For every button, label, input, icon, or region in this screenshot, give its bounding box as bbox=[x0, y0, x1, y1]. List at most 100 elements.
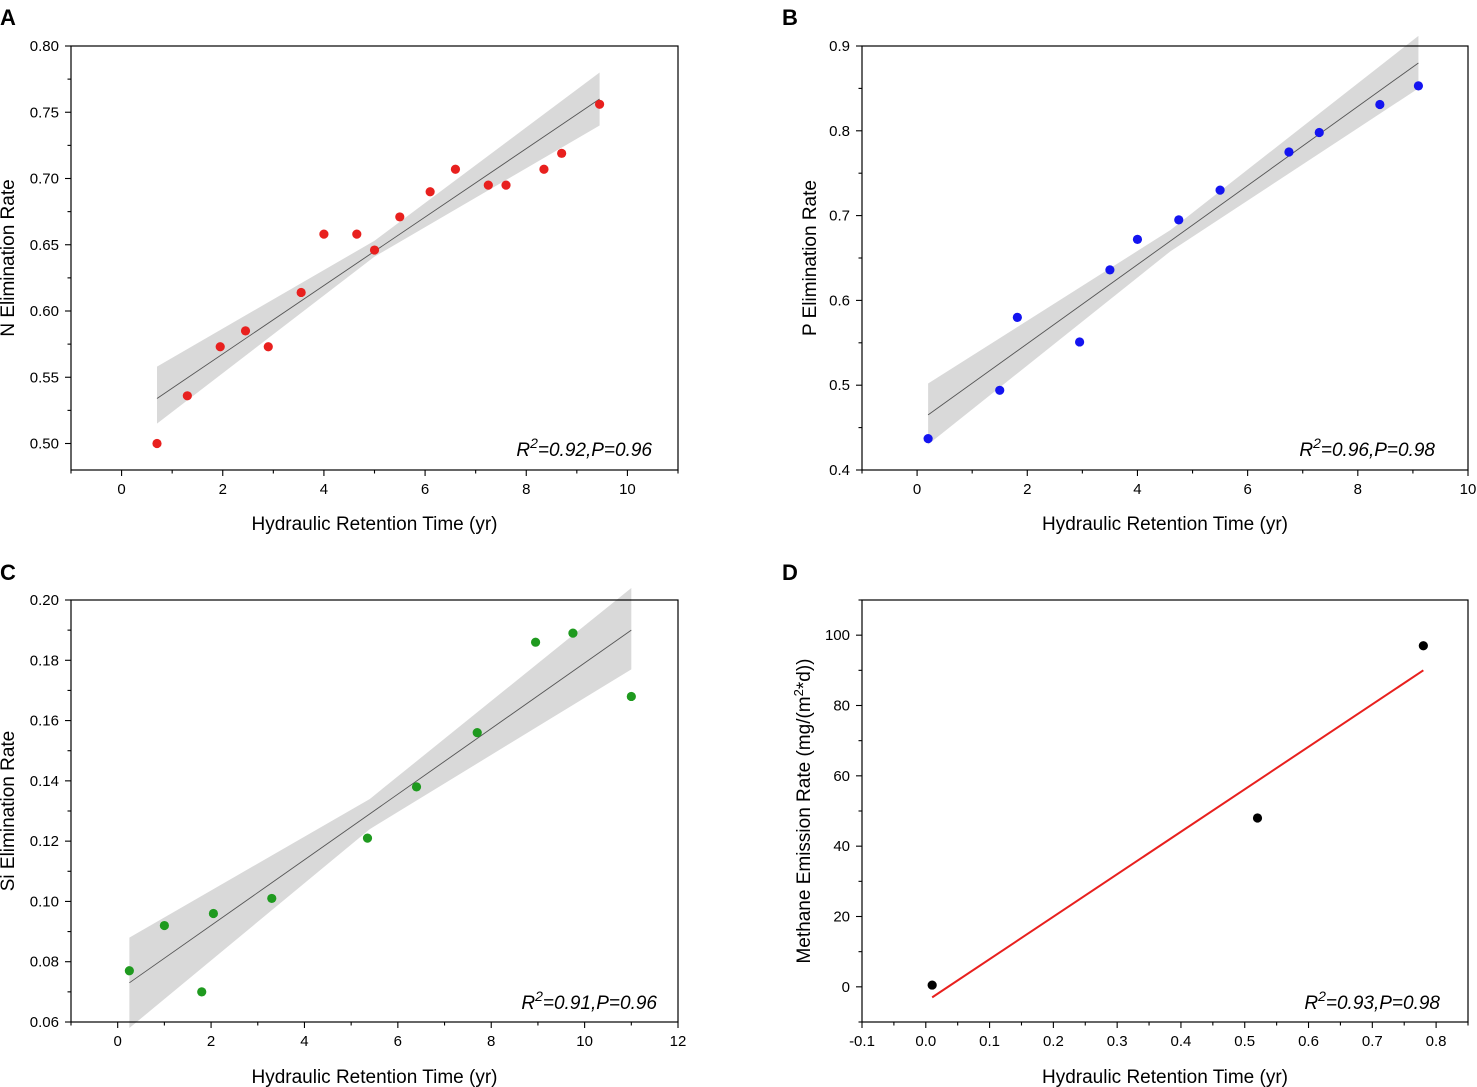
x-tick-label: 0 bbox=[913, 481, 921, 498]
x-tick-label: 8 bbox=[522, 481, 530, 498]
x-tick-label: 8 bbox=[1354, 481, 1362, 498]
y-tick-label: 0.06 bbox=[30, 1014, 59, 1031]
y-axis-title: N Elimination Rate bbox=[0, 179, 19, 336]
x-tick-label: 8 bbox=[487, 1033, 495, 1050]
stat-superscript: 2 bbox=[529, 435, 538, 451]
panel-c: C 0 2 4 6 8 10 12 0.06 0.08 0.10 0.12 0.14 0.16 0.18 0… bbox=[0, 560, 686, 1087]
data-point bbox=[626, 691, 636, 702]
y-tick-label: 0.08 bbox=[30, 954, 59, 971]
data-point bbox=[594, 99, 605, 109]
data-point bbox=[472, 728, 482, 738]
fit-line bbox=[931, 669, 1424, 999]
panel-b: B 0 2 4 6 8 10 0.4 0.5 0.6 0.7 0.8 0.9 Hydraulic Ret… bbox=[782, 5, 1476, 535]
data-point bbox=[240, 326, 251, 336]
y-tick-label: 0.14 bbox=[30, 773, 59, 790]
x-tick-label: 0.6 bbox=[1298, 1033, 1319, 1050]
panel-d: D -0.1 0.0 0.1 0.2 0.3 0.4 0.5 0.6 0.7 0.8 0 20 40 60… bbox=[782, 560, 1469, 1087]
data-point bbox=[1174, 215, 1184, 225]
stat-annotation: R2=0.96,P=0.98 bbox=[1299, 435, 1435, 461]
x-tick-label: 0 bbox=[117, 481, 125, 498]
data-point bbox=[263, 342, 273, 352]
y-tick-label: 0.55 bbox=[30, 369, 59, 386]
stat-r: R bbox=[1299, 440, 1313, 461]
data-point bbox=[208, 908, 219, 919]
data-point bbox=[530, 637, 541, 647]
stat-values: =0.96,P=0.98 bbox=[1321, 440, 1436, 461]
data-point bbox=[182, 391, 192, 401]
x-tick-label: 2 bbox=[1023, 481, 1031, 498]
data-point bbox=[362, 833, 373, 843]
data-point bbox=[1413, 81, 1424, 91]
y-tick-label: 0.70 bbox=[30, 171, 59, 188]
data-point bbox=[501, 180, 511, 190]
data-point bbox=[927, 980, 937, 990]
stat-r: R bbox=[521, 993, 535, 1014]
x-axis-title: Hydraulic Retention Time (yr) bbox=[1042, 1067, 1288, 1087]
data-point bbox=[395, 212, 405, 222]
data-point bbox=[319, 229, 329, 239]
x-tick-label: 0.4 bbox=[1171, 1033, 1192, 1050]
y-tick-label: 40 bbox=[833, 838, 850, 855]
y-tick-label: 0.20 bbox=[30, 592, 59, 609]
y-tick-label: 0.80 bbox=[30, 38, 59, 55]
y-axis-title: Si Elimination Rate bbox=[0, 731, 19, 892]
y-tick-label: 20 bbox=[833, 909, 850, 926]
data-point bbox=[124, 966, 134, 976]
x-tick-label: 10 bbox=[619, 481, 636, 498]
y-tick-label: 0.60 bbox=[30, 303, 59, 320]
y-tick-label: 0.5 bbox=[829, 377, 850, 394]
data-point bbox=[152, 438, 162, 449]
x-tick-label: 10 bbox=[576, 1033, 593, 1050]
x-tick-label: 0.3 bbox=[1107, 1033, 1128, 1050]
panel-a: A 0 2 4 6 8 10 0.50 0.55 0.60 0.65 0.70 0.75 0.80 Hyd… bbox=[0, 5, 679, 535]
data-point bbox=[296, 287, 306, 298]
data-point bbox=[411, 782, 422, 792]
x-tick-label: 6 bbox=[1243, 481, 1251, 498]
x-tick-label: 4 bbox=[320, 481, 328, 498]
y-tick-label: 0.6 bbox=[829, 292, 850, 309]
y-tick-label: 0.9 bbox=[829, 38, 850, 55]
x-tick-label: -0.1 bbox=[849, 1033, 875, 1050]
stat-annotation: R2=0.93,P=0.98 bbox=[1304, 988, 1440, 1014]
y-tick-label: 100 bbox=[825, 627, 850, 644]
y-tick-label: 0.10 bbox=[30, 893, 59, 910]
stat-superscript: 2 bbox=[1312, 435, 1321, 451]
stat-superscript: 2 bbox=[534, 988, 543, 1004]
y-axis-title-superscript: 2 bbox=[791, 689, 806, 696]
x-tick-label: 0.0 bbox=[915, 1033, 936, 1050]
data-point bbox=[923, 434, 933, 444]
stat-annotation: R2=0.91,P=0.96 bbox=[521, 988, 657, 1014]
x-tick-label: 0.2 bbox=[1043, 1033, 1064, 1050]
x-axis-title: Hydraulic Retention Time (yr) bbox=[1042, 514, 1288, 535]
x-tick-label: 2 bbox=[207, 1033, 215, 1050]
data-point bbox=[1314, 127, 1324, 138]
y-tick-label: 0.18 bbox=[30, 652, 59, 669]
x-tick-label: 2 bbox=[219, 481, 227, 498]
data-point bbox=[197, 987, 207, 997]
data-point bbox=[369, 245, 380, 255]
x-tick-label: 0 bbox=[114, 1033, 122, 1050]
x-tick-label: 10 bbox=[1460, 481, 1477, 498]
stat-annotation: R2=0.92,P=0.96 bbox=[516, 435, 652, 461]
x-tick-label: 0.1 bbox=[979, 1033, 1000, 1050]
panel-letter-b: B bbox=[782, 5, 798, 30]
confidence-band bbox=[129, 587, 632, 1029]
y-tick-label: 0.4 bbox=[829, 462, 850, 479]
data-point bbox=[557, 148, 567, 158]
fit-line bbox=[927, 62, 1419, 416]
x-tick-label: 4 bbox=[300, 1033, 308, 1050]
stat-values: =0.92,P=0.96 bbox=[538, 440, 653, 461]
stat-superscript: 2 bbox=[1317, 988, 1326, 1004]
y-tick-label: 0.12 bbox=[30, 833, 59, 850]
y-axis-title-end: *d)) bbox=[794, 658, 815, 689]
data-point bbox=[450, 164, 461, 174]
stat-r: R bbox=[516, 440, 530, 461]
data-point bbox=[1012, 312, 1022, 322]
y-axis-title: Methane Emission Rate (mg/(m2*d)) bbox=[791, 658, 815, 963]
fit-line bbox=[129, 629, 632, 984]
data-point bbox=[1105, 265, 1115, 275]
data-point bbox=[995, 385, 1005, 395]
y-tick-label: 0.65 bbox=[30, 237, 59, 254]
data-point bbox=[1418, 641, 1428, 651]
